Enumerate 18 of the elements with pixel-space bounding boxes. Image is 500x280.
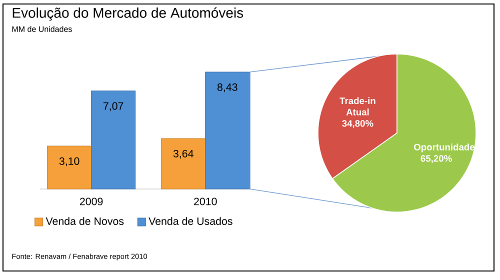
x-tick-label: 2010	[194, 198, 217, 206]
bar	[205, 72, 250, 190]
legend-label: Venda de Usados	[148, 217, 232, 225]
x-tick-label: 2009	[80, 198, 103, 206]
data-label: 3,10	[59, 157, 80, 166]
data-label: 8,43	[217, 83, 238, 92]
data-label: 34,80%	[342, 120, 374, 128]
chart-title: Evolução do Mercado de Automóveis	[12, 7, 244, 21]
chart-subtitle: MM de Unidades	[12, 26, 72, 32]
slice-label: Trade-in Atual	[340, 97, 376, 116]
data-label: 7,07	[103, 102, 124, 112]
legend-label: Venda de Novos	[46, 217, 124, 225]
bar	[161, 138, 206, 190]
bar	[91, 90, 136, 190]
data-label: 3,64	[173, 150, 194, 159]
data-label: 65,20%	[420, 155, 452, 164]
bar	[47, 146, 92, 190]
slice-label: Oportunidade	[414, 144, 474, 152]
